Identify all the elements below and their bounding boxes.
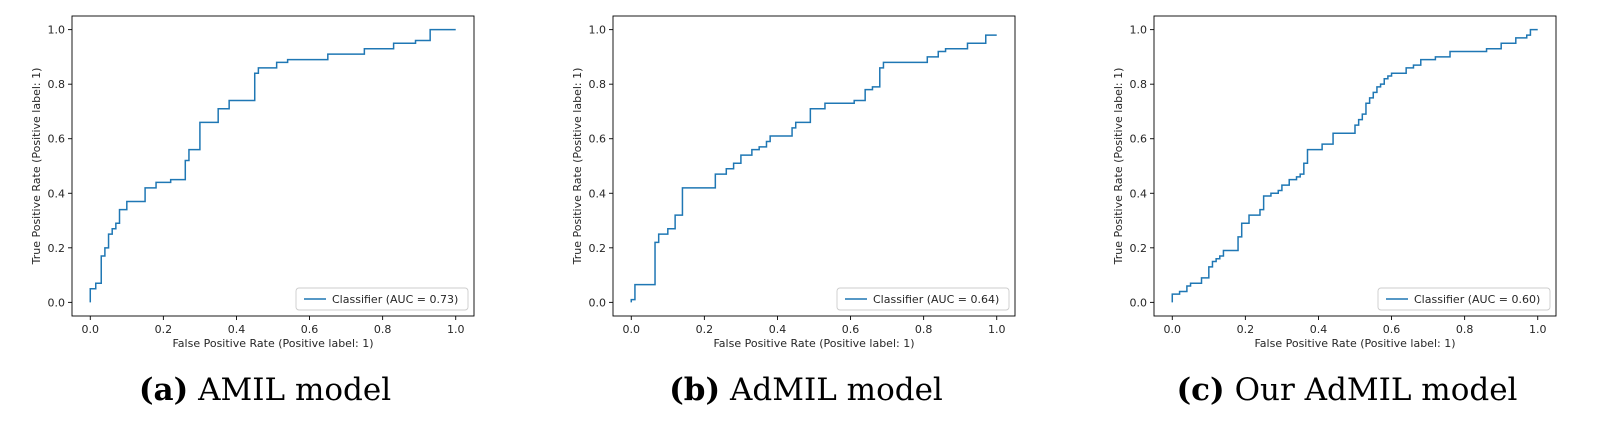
panel-c: 0.0 0.2 0.4 0.6 0.8 1.0 0.0 0.2 0.4 0.6 0.8 1.0 Fals… xyxy=(1082,0,1612,434)
roc-chart-b: 0.0 0.2 0.4 0.6 0.8 1.0 0.0 0.2 0.4 0.6 0.8 1.0 Fals… xyxy=(571,15,1016,350)
x-tick-label: 1.0 xyxy=(447,323,465,336)
y-axis-label: True Positive Rate (Positive label: 1) xyxy=(1112,68,1125,266)
x-tick-label: 0.2 xyxy=(155,323,173,336)
caption-text: Our AdMIL model xyxy=(1234,372,1518,408)
y-tick-label: 0.2 xyxy=(589,242,607,255)
y-tick-label: 0.8 xyxy=(48,78,66,91)
caption-text: AMIL model xyxy=(198,372,392,408)
x-tick-label: 0.0 xyxy=(1164,323,1182,336)
x-tick-label: 0.8 xyxy=(1456,323,1474,336)
x-tick-label: 0.4 xyxy=(228,323,246,336)
legend-label: Classifier (AUC = 0.73) xyxy=(332,293,458,306)
y-tick-label: 0.4 xyxy=(589,187,607,200)
x-tick-label: 0.2 xyxy=(696,323,714,336)
y-tick-label: 0.6 xyxy=(1130,133,1148,146)
x-tick-label: 0.4 xyxy=(1310,323,1328,336)
y-tick-label: 0.0 xyxy=(589,296,607,309)
panel-b: 0.0 0.2 0.4 0.6 0.8 1.0 0.0 0.2 0.4 0.6 0.8 1.0 Fals… xyxy=(541,0,1071,434)
y-tick-label: 0.0 xyxy=(48,296,66,309)
y-tick-label: 1.0 xyxy=(48,24,66,37)
x-tick-label: 0.2 xyxy=(1237,323,1255,336)
caption-b: (b) AdMIL model xyxy=(541,372,1071,408)
y-tick-label: 0.4 xyxy=(48,187,66,200)
caption-text: AdMIL model xyxy=(730,372,943,408)
x-tick-label: 0.6 xyxy=(842,323,860,336)
caption-a: (a) AMIL model xyxy=(0,372,530,408)
y-tick-label: 0.8 xyxy=(1130,78,1148,91)
y-tick-label: 0.8 xyxy=(589,78,607,91)
x-axis-label: False Positive Rate (Positive label: 1) xyxy=(1254,337,1455,350)
y-tick-label: 0.2 xyxy=(1130,242,1148,255)
legend-label: Classifier (AUC = 0.60) xyxy=(1414,293,1540,306)
x-tick-label: 0.6 xyxy=(1383,323,1401,336)
x-tick-label: 0.6 xyxy=(301,323,319,336)
x-tick-label: 1.0 xyxy=(1529,323,1547,336)
y-tick-label: 0.6 xyxy=(589,133,607,146)
axes-frame xyxy=(71,15,475,317)
roc-curve xyxy=(630,34,997,303)
x-axis-label: False Positive Rate (Positive label: 1) xyxy=(172,337,373,350)
y-tick-label: 0.2 xyxy=(48,242,66,255)
legend-label: Classifier (AUC = 0.64) xyxy=(873,293,999,306)
y-tick-label: 0.4 xyxy=(1130,187,1148,200)
legend-box xyxy=(836,287,1010,311)
caption-letter: (a) xyxy=(138,372,189,408)
x-tick-label: 0.8 xyxy=(374,323,392,336)
x-tick-label: 0.8 xyxy=(915,323,933,336)
caption-c: (c) Our AdMIL model xyxy=(1082,372,1612,408)
caption-letter: (b) xyxy=(669,372,721,408)
x-tick-label: 0.0 xyxy=(82,323,100,336)
y-tick-label: 0.0 xyxy=(1130,296,1148,309)
y-tick-label: 1.0 xyxy=(1130,24,1148,37)
axes-frame xyxy=(1153,15,1557,317)
y-axis-label: True Positive Rate (Positive label: 1) xyxy=(30,68,43,266)
y-tick-label: 0.6 xyxy=(48,133,66,146)
y-axis-label: True Positive Rate (Positive label: 1) xyxy=(571,68,584,266)
y-tick-label: 1.0 xyxy=(589,24,607,37)
x-tick-label: 0.0 xyxy=(623,323,641,336)
legend-box xyxy=(1377,287,1551,311)
roc-curve xyxy=(89,28,456,303)
roc-curve xyxy=(1171,28,1538,303)
axes-frame xyxy=(612,15,1016,317)
roc-chart-a: 0.0 0.2 0.4 0.6 0.8 1.0 0.0 0.2 0.4 0.6 0.8 1.0 Fals… xyxy=(30,15,475,350)
x-tick-label: 0.4 xyxy=(769,323,787,336)
roc-chart-c: 0.0 0.2 0.4 0.6 0.8 1.0 0.0 0.2 0.4 0.6 0.8 1.0 Fals… xyxy=(1112,15,1557,350)
caption-letter: (c) xyxy=(1176,372,1225,408)
x-tick-label: 1.0 xyxy=(988,323,1006,336)
x-axis-label: False Positive Rate (Positive label: 1) xyxy=(713,337,914,350)
legend-box xyxy=(295,287,469,311)
panel-a: 0.0 0.2 0.4 0.6 0.8 1.0 0.0 0.2 0.4 0.6 0.8 1.0 Fals… xyxy=(0,0,530,434)
